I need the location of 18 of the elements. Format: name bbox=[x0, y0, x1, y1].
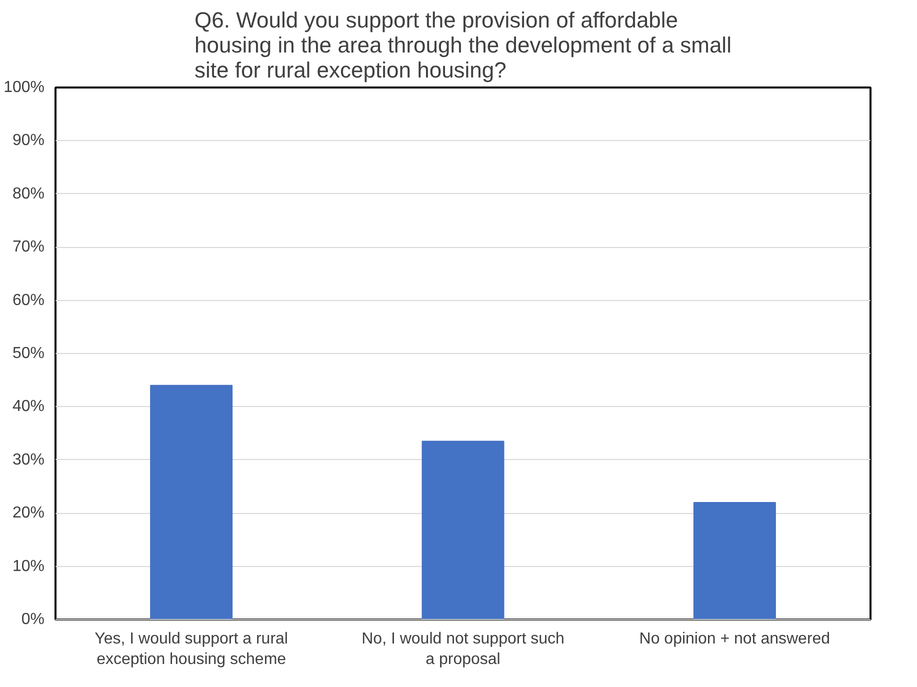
x-tick-label: No opinion + not answered bbox=[639, 630, 830, 648]
bar bbox=[150, 384, 233, 620]
y-tick-label: 20% bbox=[12, 504, 45, 522]
bar bbox=[422, 440, 504, 620]
y-tick-label: 50% bbox=[12, 345, 45, 362]
x-tick-label: No, I would not support such a proposal bbox=[362, 630, 564, 668]
y-tick-label: 40% bbox=[12, 398, 45, 416]
y-tick-label: 70% bbox=[12, 238, 45, 256]
y-tick-label: 10% bbox=[12, 558, 45, 575]
bar bbox=[693, 502, 776, 620]
y-tick-label: 60% bbox=[12, 292, 45, 309]
y-tick-label: 100% bbox=[4, 79, 44, 96]
y-tick-label: 30% bbox=[12, 451, 45, 468]
y-tick-label: 0% bbox=[21, 611, 44, 628]
y-tick-label: 90% bbox=[12, 132, 45, 150]
x-tick-label: Yes, I would support a rural exception housing scheme bbox=[94, 630, 288, 668]
y-tick-label: 80% bbox=[12, 185, 45, 202]
chart-title: Q6. Would you support the provision of affordable housing in the area through the development of a small site for rural exception housing? bbox=[194, 8, 732, 82]
